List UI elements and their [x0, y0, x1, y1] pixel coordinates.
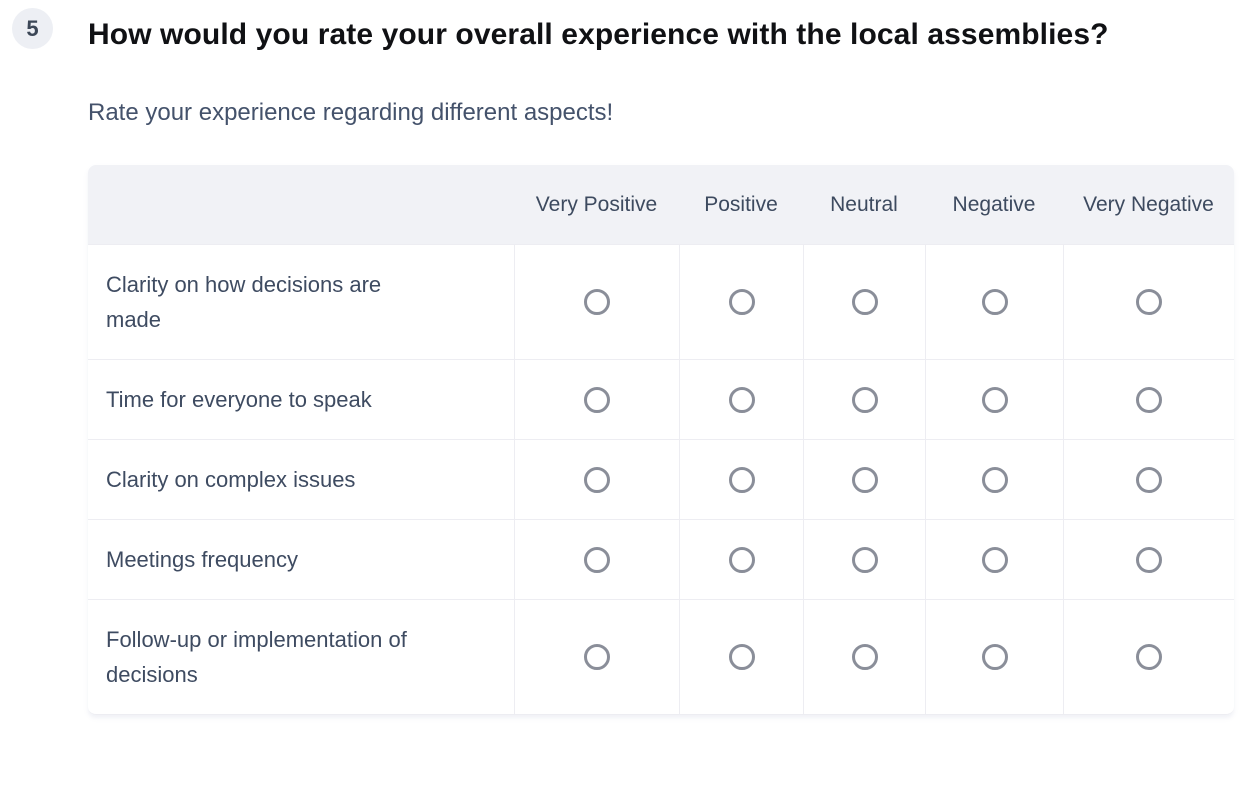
radio-row3-neutral[interactable]: [851, 546, 878, 573]
radio-cell-row4-negative: [925, 599, 1063, 715]
radio-cell-row4-very-negative: [1063, 599, 1234, 715]
radio-cell-row3-negative: [925, 519, 1063, 599]
radio-row1-very-negative[interactable]: [1136, 386, 1162, 413]
radio-cell-row2-positive: [679, 439, 803, 519]
matrix-header: Very Positive Positive Neutral Negative Very…: [88, 165, 1234, 244]
radio-cell-row4-positive: [679, 599, 803, 715]
radio-row0-negative[interactable]: [981, 289, 1008, 315]
radio-cell-row2-very-negative: [1063, 439, 1234, 519]
matrix-body: Clarity on how decisions are made Time fo…: [88, 244, 1234, 715]
radio-row4-neutral[interactable]: [851, 644, 878, 670]
column-header-positive: Positive: [679, 165, 803, 244]
radio-cell-row2-neutral: [803, 439, 925, 519]
radio-row3-negative[interactable]: [981, 546, 1008, 573]
radio-row3-very-positive[interactable]: [584, 546, 610, 573]
radio-row2-very-positive[interactable]: [584, 466, 610, 493]
radio-cell-row4-very-positive: [514, 599, 679, 715]
radio-row2-very-negative[interactable]: [1136, 466, 1162, 493]
row-label: Follow-up or implementation of decisions: [88, 599, 514, 715]
column-header-neutral: Neutral: [803, 165, 925, 244]
column-header-very-positive: Very Positive: [514, 165, 679, 244]
column-header-negative: Negative: [925, 165, 1063, 244]
radio-row2-negative[interactable]: [981, 466, 1008, 493]
radio-cell-row1-very-negative: [1063, 359, 1234, 439]
question-number-badge: 5: [12, 8, 53, 49]
radio-row4-very-positive[interactable]: [584, 644, 610, 670]
radio-row0-very-negative[interactable]: [1136, 289, 1162, 315]
question-subtitle: Rate your experience regarding different…: [88, 99, 614, 126]
radio-cell-row3-neutral: [803, 519, 925, 599]
matrix-corner-cell: [88, 165, 514, 244]
radio-row0-very-positive[interactable]: [584, 289, 610, 315]
matrix-row-3: Meetings frequency: [88, 519, 1234, 599]
question-title: How would you rate your overall experien…: [88, 18, 1109, 51]
row-label: Meetings frequency: [88, 519, 514, 599]
question-content: How would you rate your overall experien…: [88, 0, 1234, 715]
matrix-row-4: Follow-up or implementation of decisions: [88, 599, 1234, 715]
radio-cell-row3-very-positive: [514, 519, 679, 599]
radio-cell-row1-positive: [679, 359, 803, 439]
row-label: Clarity on how decisions are made: [88, 244, 514, 359]
radio-row2-positive[interactable]: [728, 466, 755, 493]
radio-row3-very-negative[interactable]: [1136, 546, 1162, 573]
radio-cell-row0-positive: [679, 244, 803, 359]
radio-cell-row2-very-positive: [514, 439, 679, 519]
row-label: Time for everyone to speak: [88, 359, 514, 439]
column-header-very-negative: Very Negative: [1063, 165, 1234, 244]
radio-cell-row1-negative: [925, 359, 1063, 439]
row-label: Clarity on complex issues: [88, 439, 514, 519]
radio-row1-negative[interactable]: [981, 386, 1008, 413]
radio-row0-neutral[interactable]: [851, 289, 878, 315]
radio-row0-positive[interactable]: [728, 289, 755, 315]
radio-row1-positive[interactable]: [728, 386, 755, 413]
radio-row4-negative[interactable]: [981, 644, 1008, 670]
matrix-row-2: Clarity on complex issues: [88, 439, 1234, 519]
matrix-row-1: Time for everyone to speak: [88, 359, 1234, 439]
matrix-header-row: Very Positive Positive Neutral Negative Very…: [88, 165, 1234, 244]
radio-cell-row0-negative: [925, 244, 1063, 359]
radio-row4-very-negative[interactable]: [1136, 644, 1162, 670]
radio-cell-row1-very-positive: [514, 359, 679, 439]
radio-cell-row4-neutral: [803, 599, 925, 715]
question-number: 5: [26, 15, 39, 41]
radio-row4-positive[interactable]: [728, 644, 755, 670]
radio-row2-neutral[interactable]: [851, 466, 878, 493]
radio-cell-row1-neutral: [803, 359, 925, 439]
radio-row1-neutral[interactable]: [851, 386, 878, 413]
radio-cell-row2-negative: [925, 439, 1063, 519]
radio-cell-row3-positive: [679, 519, 803, 599]
radio-cell-row0-neutral: [803, 244, 925, 359]
radio-cell-row0-very-negative: [1063, 244, 1234, 359]
radio-row3-positive[interactable]: [728, 546, 755, 573]
radio-cell-row0-very-positive: [514, 244, 679, 359]
rating-matrix-table: Very Positive Positive Neutral Negative Very…: [88, 165, 1234, 715]
radio-row1-very-positive[interactable]: [584, 386, 610, 413]
radio-cell-row3-very-negative: [1063, 519, 1234, 599]
matrix-row-0: Clarity on how decisions are made: [88, 244, 1234, 359]
